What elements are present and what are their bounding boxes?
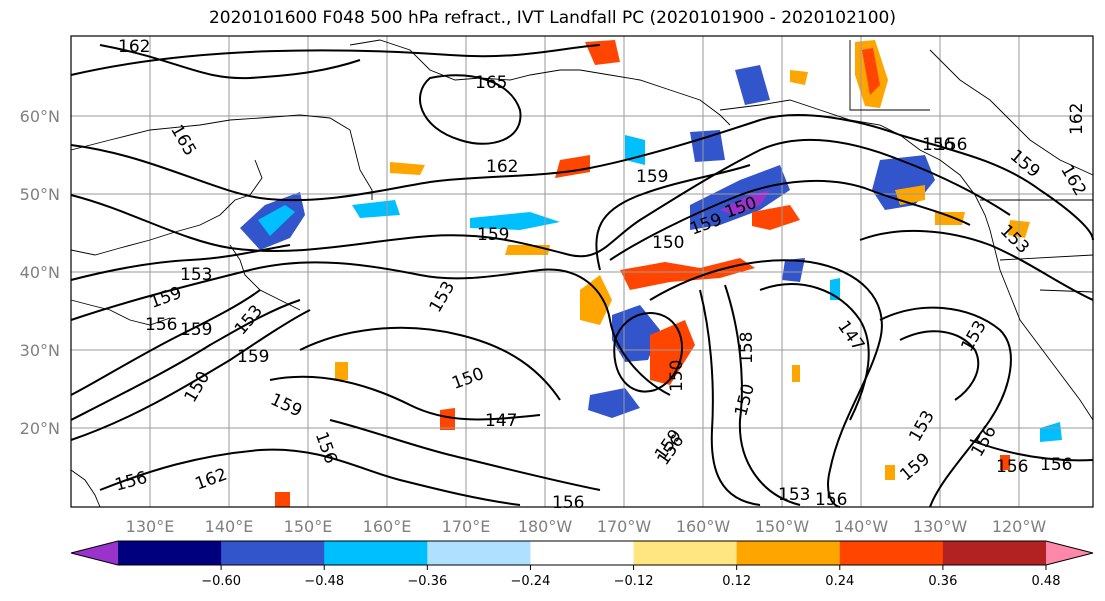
lon-label: 130°W bbox=[913, 517, 968, 536]
shade-blob bbox=[625, 135, 645, 165]
contour-label: 162 bbox=[486, 157, 518, 177]
contour-label: 153 bbox=[778, 485, 810, 505]
colorbar-tick-label: −0.12 bbox=[614, 574, 654, 589]
colorbar-extend-high bbox=[1046, 541, 1093, 565]
lon-label: 170°W bbox=[597, 517, 652, 536]
colorbar-segment bbox=[324, 541, 428, 565]
contour-label: 159 bbox=[477, 225, 509, 245]
lon-label: 180°W bbox=[518, 517, 573, 536]
contour-label: 158 bbox=[737, 332, 757, 364]
shade-blob bbox=[792, 365, 800, 382]
lat-label: 20°N bbox=[20, 419, 60, 438]
colorbar-tick-label: 0.12 bbox=[722, 574, 751, 589]
colorbar-segment bbox=[736, 541, 841, 565]
lon-label: 170°E bbox=[442, 517, 491, 536]
colorbar-segment bbox=[839, 541, 944, 565]
colorbar-tick-label: 0.24 bbox=[825, 574, 854, 589]
shade-blob bbox=[1040, 422, 1062, 442]
shade-blob bbox=[588, 388, 640, 418]
shade-blob bbox=[735, 65, 770, 105]
shade-blob bbox=[885, 465, 895, 480]
shade-blob bbox=[258, 205, 295, 236]
shade-blob bbox=[470, 212, 560, 230]
coastlines bbox=[70, 39, 1094, 508]
colorbar-tick-label: −0.24 bbox=[511, 574, 551, 589]
lat-label: 50°N bbox=[20, 185, 60, 204]
shade-blob bbox=[690, 130, 725, 162]
shade-blob bbox=[782, 258, 805, 282]
contour-label: 156 bbox=[145, 315, 177, 335]
contour-label: 162 bbox=[1067, 103, 1087, 135]
contour-label: 159 bbox=[180, 320, 212, 340]
lon-label: 150°W bbox=[755, 517, 810, 536]
colorbar-segment bbox=[942, 541, 1047, 565]
shade-blob bbox=[275, 492, 290, 507]
shade-blob bbox=[620, 258, 755, 290]
contour-label: 159 bbox=[237, 347, 269, 367]
colorbar-tick-label: −0.48 bbox=[304, 574, 344, 589]
colorbar-segment bbox=[221, 541, 325, 565]
shade-blob bbox=[720, 190, 770, 215]
lon-label: 120°W bbox=[992, 517, 1047, 536]
shade-blob bbox=[790, 70, 808, 85]
lon-label: 150°E bbox=[284, 517, 333, 536]
longitude-labels: 130°E 140°E 150°E 160°E 170°E 180°W 170°… bbox=[126, 517, 1047, 536]
shade-blob bbox=[352, 200, 400, 218]
shade-blob bbox=[752, 205, 800, 230]
colorbar-segments bbox=[71, 541, 1093, 565]
shade-blob bbox=[505, 245, 550, 255]
shade-blob bbox=[1000, 455, 1010, 470]
refractivity-contours bbox=[70, 44, 1094, 508]
map-frame bbox=[70, 35, 1094, 508]
contour-label: 150 bbox=[667, 360, 687, 392]
shade-blob bbox=[862, 48, 880, 95]
colorbar-segment bbox=[118, 541, 222, 565]
contour-label: 150 bbox=[652, 233, 684, 253]
lon-label: 130°E bbox=[126, 517, 175, 536]
lat-label: 60°N bbox=[20, 107, 60, 126]
colorbar-extend-low bbox=[71, 541, 118, 565]
colorbar: −0.60 −0.48 −0.36 −0.24 −0.12 0.12 0.24 0.36 0.4… bbox=[70, 540, 1094, 589]
contour-label: 156 bbox=[815, 490, 847, 510]
contour-label: 165 bbox=[475, 73, 507, 93]
contour-label: 156 bbox=[922, 135, 954, 155]
shade-blob bbox=[935, 212, 965, 225]
lat-label: 30°N bbox=[20, 341, 60, 360]
colorbar-tick-label: −0.36 bbox=[407, 574, 447, 589]
lon-label: 160°E bbox=[363, 517, 412, 536]
contour-label: 147 bbox=[485, 411, 517, 431]
contour-label: 156 bbox=[552, 493, 584, 513]
colorbar-segment bbox=[633, 541, 738, 565]
map-title: 2020101600 F048 500 hPa refract., IVT La… bbox=[208, 8, 896, 28]
shade-blob bbox=[390, 162, 425, 175]
lat-label: 40°N bbox=[20, 263, 60, 282]
colorbar-segment bbox=[530, 541, 635, 565]
colorbar-segment bbox=[427, 541, 531, 565]
contour-label: 156 bbox=[996, 457, 1028, 477]
contour-label: 156 bbox=[935, 135, 967, 155]
shade-blob bbox=[335, 362, 348, 380]
lon-label: 140°E bbox=[205, 517, 254, 536]
colorbar-tick-label: 0.36 bbox=[928, 574, 957, 589]
shade-blob bbox=[580, 275, 612, 325]
colorbar-tick-label: −0.60 bbox=[201, 574, 241, 589]
lon-label: 160°W bbox=[676, 517, 731, 536]
shade-blob bbox=[440, 408, 455, 430]
contour-label: 156 bbox=[1040, 455, 1072, 475]
map-panel: 162 165 165 162 159 156 159 159 153 159 … bbox=[70, 35, 1094, 513]
colorbar-ticks: −0.60 −0.48 −0.36 −0.24 −0.12 0.12 0.24 0.36 0.4… bbox=[201, 565, 1061, 589]
contour-label: 159 bbox=[636, 167, 668, 187]
latitude-labels: 60°N 50°N 40°N 30°N 20°N bbox=[20, 107, 60, 438]
colorbar-tick-label: 0.48 bbox=[1032, 574, 1061, 589]
shade-blob bbox=[650, 320, 695, 385]
lon-label: 140°W bbox=[834, 517, 889, 536]
contour-label: 162 bbox=[118, 37, 150, 57]
contour-label: 153 bbox=[180, 265, 212, 285]
shade-blob bbox=[690, 165, 790, 230]
colorbar-outline bbox=[70, 540, 1094, 566]
